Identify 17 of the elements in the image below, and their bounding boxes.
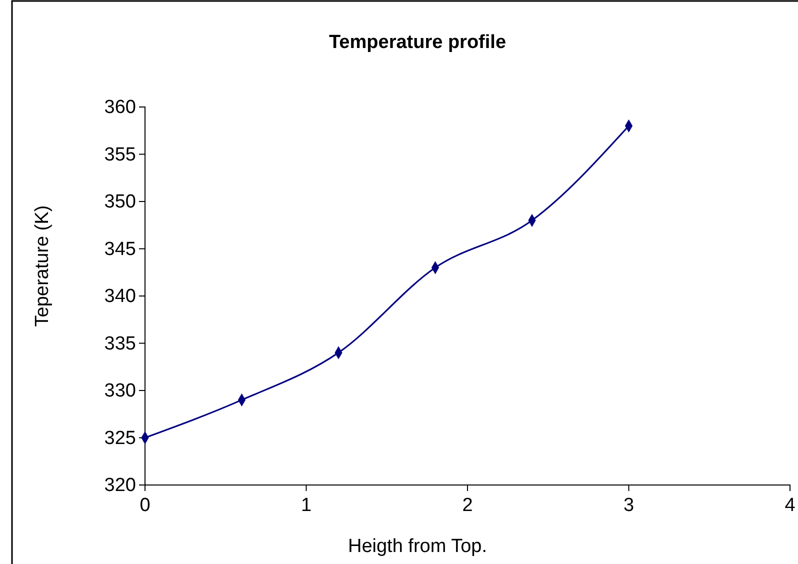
y-tick-label: 325 <box>104 428 136 449</box>
y-tick-label: 330 <box>104 380 136 402</box>
x-tick-label: 1 <box>300 495 312 516</box>
y-tick-label: 350 <box>104 192 136 213</box>
y-tick-label: 340 <box>104 286 136 308</box>
y-tick-label: 360 <box>104 97 136 118</box>
x-tick-label: 3 <box>623 495 634 516</box>
x-tick-label: 2 <box>462 495 473 516</box>
y-tick-label: 320 <box>104 475 136 496</box>
y-tick-label: 345 <box>104 238 136 260</box>
x-tick-label: 0 <box>140 495 150 516</box>
y-axis-title: Teperature (K) <box>32 205 53 327</box>
y-tick-label: 335 <box>104 333 136 354</box>
chart-title: Temperature profile <box>328 32 506 53</box>
x-axis-title: Heigth from Top. <box>348 536 488 557</box>
y-tick-label: 355 <box>104 144 136 166</box>
x-tick-label: 4 <box>784 495 796 516</box>
